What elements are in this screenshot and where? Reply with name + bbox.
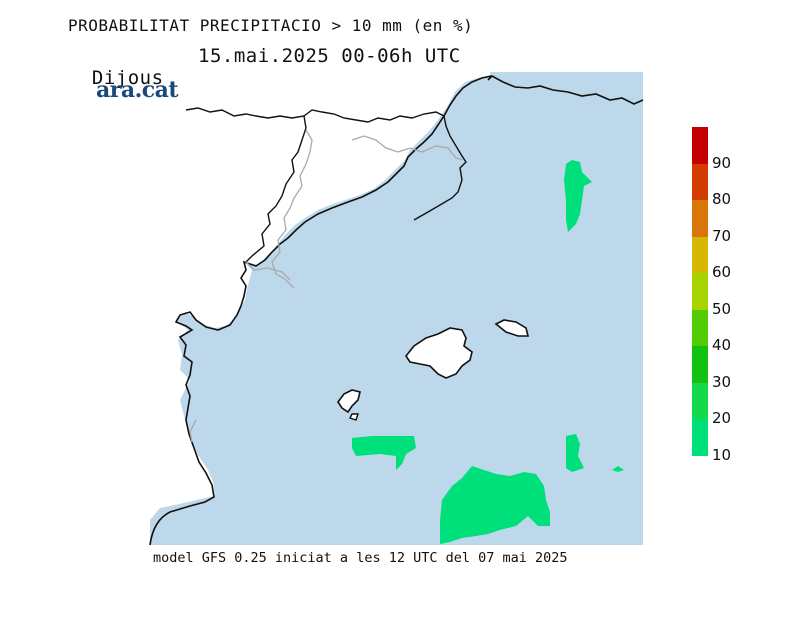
forecast-day: Dijous	[91, 67, 164, 89]
pyrenees-border	[185, 107, 467, 221]
catalonia-west-boundary	[245, 115, 307, 263]
legend-swatch	[692, 273, 708, 310]
ara-cat-logo: ara.cat	[96, 77, 179, 103]
legend-swatch	[692, 127, 708, 164]
legend-label: 30	[712, 372, 732, 391]
legend-label: 70	[712, 226, 732, 245]
coast-detail-girona	[487, 75, 493, 81]
eivissa-island	[337, 389, 361, 414]
precip-area-north	[564, 160, 592, 232]
mainland-coastline	[149, 75, 644, 546]
legend-swatch	[692, 309, 708, 346]
mallorca-island	[405, 327, 473, 379]
precip-area-south	[440, 466, 550, 544]
province-border-1	[351, 135, 463, 161]
legend-label: 90	[712, 153, 732, 172]
forecast-date: 15.mai.2025 00-06h UTC	[198, 45, 461, 67]
province-border-4	[189, 419, 197, 443]
menorca-island	[494, 319, 530, 337]
province-border-3	[245, 261, 291, 281]
legend-swatch	[692, 382, 708, 419]
legend-label: 60	[712, 263, 732, 281]
legend-label: 40	[712, 336, 732, 354]
sea-area	[150, 72, 643, 545]
legend-label: 50	[712, 299, 732, 318]
province-border-2	[271, 129, 313, 289]
precip-area-east-small	[566, 434, 584, 472]
legend-swatch	[692, 163, 708, 200]
formentera-island	[349, 413, 359, 421]
precip-areas	[352, 160, 624, 544]
chart-title: PROBABILITAT PRECIPITACIO > 10 mm (en %)	[68, 16, 474, 35]
forecast-period: Dijous 15.mai.2025 00-06h UTC	[68, 45, 460, 111]
legend-swatch	[692, 200, 708, 237]
model-info: model GFS 0.25 iniciat a les 12 UTC del …	[153, 550, 568, 566]
legend-swatch	[692, 236, 708, 273]
legend-label: 80	[712, 190, 732, 208]
legend-swatch	[692, 419, 708, 456]
legend-label: 10	[712, 445, 732, 464]
precip-area-east-dot	[612, 466, 624, 472]
precip-area-west	[352, 436, 416, 470]
legend-label: 20	[712, 409, 732, 427]
legend-swatch	[692, 346, 708, 383]
